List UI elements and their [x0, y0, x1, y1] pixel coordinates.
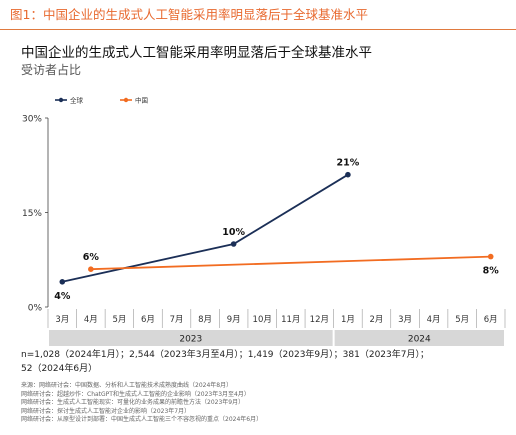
- data-point: [59, 279, 66, 285]
- x-tick-label: 11月: [281, 315, 300, 325]
- legend-label: 全球: [70, 96, 84, 105]
- source-item: 网络研讨会：生成式人工智能现实：可量化的业务成果的前瞻性方法（2023年9月）: [21, 399, 245, 407]
- data-label: 21%: [337, 158, 360, 169]
- sample-size-note-line2: 52（2024年6月）: [21, 364, 98, 374]
- x-tick-label: 6月: [484, 315, 498, 325]
- x-tick-label: 3月: [55, 315, 69, 325]
- data-point: [230, 241, 237, 247]
- series-line: [90, 255, 491, 271]
- legend-marker: [123, 97, 129, 103]
- x-tick-label: 4月: [84, 315, 98, 325]
- source-item: 网络研讨会：从原型设计到部署：中国生成式人工智能三个不容忽视的重点（2024年6…: [21, 416, 263, 424]
- data-point: [487, 253, 494, 260]
- year-band: [334, 330, 504, 346]
- data-point: [345, 171, 351, 178]
- data-point: [88, 266, 94, 272]
- source-item: 来源：网络研讨会：中国数据、分析和人工智能技术成熟度曲线（2024年8月）: [21, 382, 233, 389]
- x-tick-label: 5月: [112, 315, 126, 325]
- x-tick-label: 9月: [227, 315, 241, 325]
- data-label: 8%: [483, 266, 500, 277]
- legend-marker: [58, 97, 64, 103]
- x-tick-label: 12月: [310, 315, 329, 325]
- y-tick-label: 15%: [22, 209, 42, 219]
- sample-size-note-line1: n=1,028（2024年1月）；2,544（2023年3月至4月）；1,419…: [21, 350, 429, 360]
- source-item: 网络研讨会：超越炒作：ChatGPT和生成式人工智能的企业影响（2023年3月至…: [21, 390, 250, 398]
- x-tick-label: 10月: [253, 315, 272, 325]
- x-tick-label: 1月: [341, 315, 355, 325]
- year-label: 2023: [179, 335, 202, 345]
- data-label: 4%: [54, 291, 71, 302]
- x-tick-label: 4月: [427, 315, 441, 325]
- x-tick-label: 2月: [370, 315, 384, 325]
- x-tick-label: 6月: [141, 315, 155, 325]
- source-item: 网络研讨会：探讨生成式人工智能对企业的影响（2023年7月）: [21, 407, 191, 415]
- chart-title: 中国企业的生成式人工智能采用率明显落后于全球基准水平: [21, 45, 372, 61]
- figure-divider: [0, 29, 516, 30]
- data-label: 10%: [222, 227, 245, 238]
- source-list: 来源：网络研讨会：中国数据、分析和人工智能技术成熟度曲线（2024年8月） 网络…: [21, 382, 262, 425]
- x-tick-label: 5月: [455, 315, 469, 325]
- y-tick-label: 0%: [28, 304, 43, 314]
- data-label: 6%: [83, 252, 100, 263]
- y-tick-label: 30%: [22, 115, 42, 125]
- figure-label: 图1：中国企业的生成式人工智能采用率明显落后于全球基准水平: [10, 7, 368, 22]
- chart-subtitle: 受访者占比: [21, 63, 82, 77]
- line-chart: 全球 中国 0% 15% 30% 3月 4月 5月 6月 7月 8月 9月 10月 11月 12月 1月 2月 3…: [22, 96, 506, 346]
- x-tick-label: 3月: [398, 315, 412, 325]
- legend-label: 中国: [135, 96, 148, 105]
- year-label: 2024: [408, 335, 431, 345]
- x-tick-label: 8月: [198, 315, 212, 325]
- x-tick-label: 7月: [170, 315, 184, 325]
- year-band: [49, 330, 333, 346]
